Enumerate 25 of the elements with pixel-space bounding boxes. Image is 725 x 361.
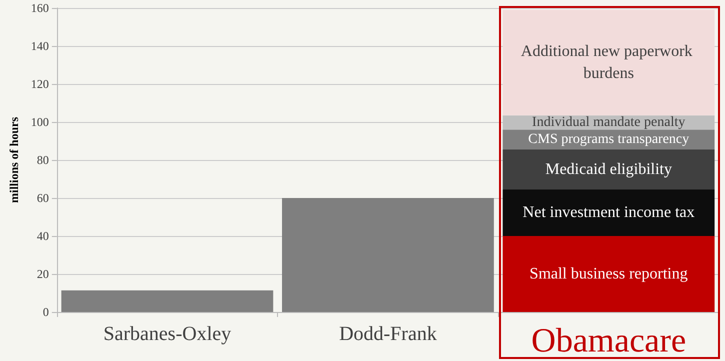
y-tick-label: 40 — [36, 229, 49, 243]
series-label: Medicaid eligibility — [545, 161, 672, 178]
y-tick-label: 20 — [36, 267, 49, 281]
bar — [282, 198, 494, 312]
series-label: CMS programs transparency — [528, 132, 690, 148]
series-label: Small business reporting — [530, 266, 688, 282]
series-label: Additional new paperwork burdens — [520, 43, 696, 82]
y-tick-label: 60 — [36, 191, 49, 205]
y-tick-label: 140 — [30, 39, 49, 53]
y-tick-label: 0 — [42, 305, 49, 319]
y-tick-label: 120 — [30, 77, 49, 91]
x-tick-label: Dodd-Frank — [339, 323, 437, 345]
bar — [502, 10, 715, 116]
y-tick-label: 100 — [30, 115, 49, 129]
x-tick-label: Obamacare — [531, 322, 686, 360]
x-tick-label: Sarbanes-Oxley — [103, 323, 232, 345]
bar — [502, 150, 715, 190]
bar — [61, 290, 274, 312]
y-tick-label: 80 — [36, 153, 49, 167]
y-tick-label: 160 — [30, 1, 49, 15]
series-label: Individual mandate penalty — [532, 114, 686, 130]
y-axis-title: millions of hours — [7, 116, 21, 204]
series-label: Net investment income tax — [522, 204, 695, 222]
bar — [502, 189, 715, 236]
bar — [502, 236, 715, 312]
